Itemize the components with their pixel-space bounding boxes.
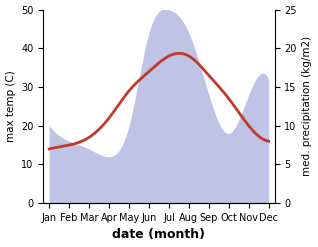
Y-axis label: med. precipitation (kg/m2): med. precipitation (kg/m2) [302,36,313,176]
Y-axis label: max temp (C): max temp (C) [5,70,16,142]
X-axis label: date (month): date (month) [113,228,205,242]
